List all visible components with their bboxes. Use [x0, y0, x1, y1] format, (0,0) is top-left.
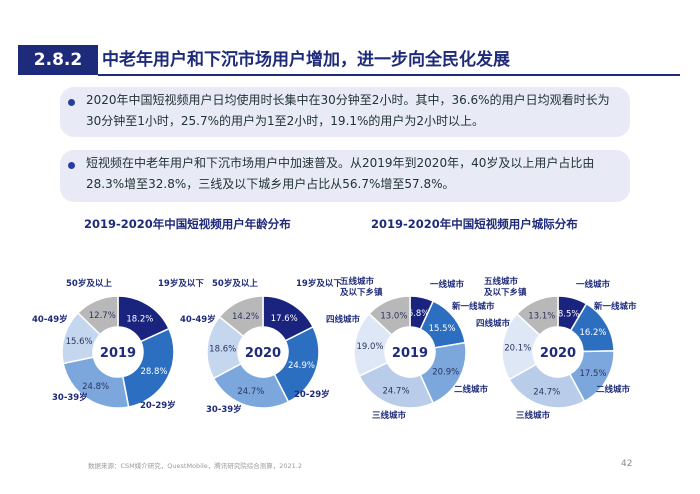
- donut-slice: [515, 295, 559, 337]
- donut-slice: [76, 295, 119, 336]
- category-label: 二线城市: [596, 384, 631, 395]
- year-label: 2019: [392, 346, 428, 361]
- slice-value-label: 18.2%: [126, 314, 153, 324]
- slice-value-label: 15.6%: [66, 337, 93, 347]
- category-label: 40-49岁: [32, 314, 68, 325]
- donut-hole: [386, 328, 434, 376]
- category-label: 50岁及以上: [212, 278, 258, 289]
- year-label: 2019: [100, 346, 136, 361]
- category-label: 及以下乡镇: [340, 287, 383, 298]
- slice-value-label: 19.0%: [356, 342, 383, 352]
- category-label: 五线城市: [484, 276, 519, 287]
- category-label: 19岁及以下: [158, 278, 204, 289]
- title-underline: [98, 74, 680, 76]
- category-label: 新一线城市: [594, 301, 637, 312]
- category-label: 40-49岁: [180, 314, 216, 325]
- section-number: 2.8.2: [18, 45, 98, 75]
- donut-hole: [94, 328, 142, 376]
- slice-value-label: 20.1%: [504, 344, 531, 354]
- slice-value-label: 17.5%: [579, 369, 606, 379]
- bullet-text-2-line2: 28.3%增至32.8%，三线及以下城乡用户占比从56.7%增至57.8%。: [86, 177, 455, 191]
- bullet-text-1-line1: 2020年中国短视频用户日均使用时长集中在30分钟至2小时。其中，36.6%的用…: [86, 93, 610, 107]
- age-chart-title: 2019-2020年中国短视频用户年龄分布: [84, 217, 291, 231]
- slice-value-label: 12.7%: [89, 311, 116, 321]
- donut-hole: [534, 328, 582, 376]
- slice-value-label: 16.2%: [579, 328, 606, 338]
- donut-slice: [218, 295, 264, 338]
- category-label: 一线城市: [430, 279, 465, 290]
- slice-value-label: 13.0%: [380, 311, 407, 321]
- category-label: 二线城市: [454, 384, 489, 395]
- slice-value-label: 24.8%: [82, 382, 109, 392]
- bullet-dot: [68, 99, 75, 106]
- slice-value-label: 17.6%: [271, 314, 298, 324]
- category-label: 三线城市: [516, 410, 551, 421]
- category-label: 及以下乡镇: [484, 287, 527, 298]
- slice-value-label: 20.9%: [432, 368, 459, 378]
- slice-value-label: 24.7%: [533, 387, 560, 397]
- category-label: 20-29岁: [294, 389, 330, 400]
- year-label: 2020: [245, 346, 281, 361]
- category-label: 五线城市: [340, 276, 375, 287]
- category-label: 新一线城市: [452, 301, 495, 312]
- category-label: 30-39岁: [52, 392, 88, 403]
- slice-value-label: 24.7%: [237, 387, 264, 397]
- section-header: 2.8.2 中老年用户和下沉市场用户增加，进一步向全民化发展: [18, 45, 680, 76]
- category-label: 30-39岁: [206, 404, 242, 415]
- slice-value-label: 8.5%: [558, 309, 580, 319]
- slice-value-label: 24.9%: [288, 361, 315, 371]
- bullet-text-1: 2020年中国短视频用户日均使用时长集中在30分钟至2小时。其中，36.6%的用…: [86, 90, 620, 132]
- source-note: 数据来源：CSM媒介研究，QuestMobile，腾讯研究院综合测算，2021.…: [88, 462, 303, 470]
- category-label: 20-29岁: [140, 400, 176, 411]
- category-label: 三线城市: [372, 410, 407, 421]
- slice-value-label: 15.5%: [429, 324, 456, 334]
- donut-slice: [121, 327, 175, 408]
- slice-value-label: 6.8%: [408, 309, 430, 319]
- slice-value-label: 14.2%: [232, 312, 259, 322]
- year-label: 2020: [540, 346, 576, 361]
- category-label: 一线城市: [576, 279, 611, 290]
- bullet-box-2: 短视频在中老年用户和下沉市场用户中加速普及。从2019年到2020年，40岁及以…: [60, 150, 630, 202]
- bullet-text-2: 短视频在中老年用户和下沉市场用户中加速普及。从2019年到2020年，40岁及以…: [86, 153, 620, 195]
- donut-hole: [239, 328, 287, 376]
- bullet-box-1: 2020年中国短视频用户日均使用时长集中在30分钟至2小时。其中，36.6%的用…: [60, 87, 630, 137]
- category-label: 50岁及以上: [66, 278, 112, 289]
- page-number: 42: [621, 459, 633, 469]
- category-label: 19岁及以下: [296, 278, 342, 289]
- donut-slice: [368, 295, 411, 336]
- slice-value-label: 18.6%: [209, 345, 236, 355]
- slice-value-label: 28.8%: [140, 367, 167, 377]
- slice-value-label: 24.7%: [383, 387, 410, 397]
- bullet-text-1-line2: 30分钟至1小时，25.7%的用户为1至2小时，19.1%的用户为2小时以上。: [86, 114, 485, 128]
- slice-value-label: 13.1%: [528, 311, 555, 321]
- donut-slice: [273, 325, 320, 403]
- category-label: 四线城市: [476, 318, 511, 329]
- category-label: 四线城市: [326, 314, 361, 325]
- bullet-dot: [68, 162, 75, 169]
- bullet-text-2-line1: 短视频在中老年用户和下沉市场用户中加速普及。从2019年到2020年，40岁及以…: [86, 156, 595, 170]
- page-title: 中老年用户和下沉市场用户增加，进一步向全民化发展: [102, 50, 510, 70]
- city-chart-title: 2019-2020年中国短视频用户城际分布: [371, 217, 578, 231]
